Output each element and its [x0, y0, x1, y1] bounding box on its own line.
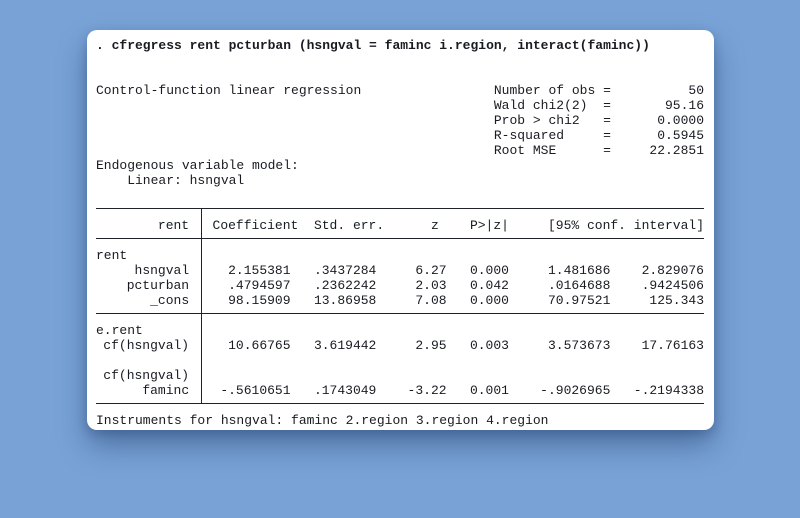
- cell-coefficient: .4794597: [228, 278, 291, 293]
- cell-ci-low: 1.481686: [547, 263, 611, 278]
- table-rule-header: [96, 233, 704, 248]
- stat-equals: =: [603, 83, 611, 98]
- cell-pvalue: 0.001: [469, 383, 509, 398]
- cell-z: 7.08: [415, 293, 447, 308]
- row-label: cf(hsngval): [103, 338, 190, 353]
- section-row-erent: e.rent: [96, 323, 704, 338]
- cell-z: -3.22: [407, 383, 447, 398]
- cell-coefficient: 10.66765: [228, 338, 291, 353]
- stat-equals: =: [603, 143, 611, 158]
- stat-value: 95.16: [664, 98, 704, 113]
- cell-ci-low: 3.573673: [547, 338, 611, 353]
- cell-ci-high: 2.829076: [641, 263, 704, 278]
- table-row-cons: _cons 98.15909 13.86958 7.08 0.000 70.97…: [96, 293, 704, 308]
- cell-ci-high: 17.76163: [641, 338, 704, 353]
- endogenous-detail: Linear: hsngval: [127, 173, 245, 188]
- table-header-row: rent Coefficient Std. err. z P>|z| [95% …: [96, 218, 704, 233]
- stat-label: Number of obs: [493, 83, 596, 98]
- stat-label: Root MSE: [493, 143, 557, 158]
- stat-equals: =: [603, 128, 611, 143]
- cell-stderr: .2362242: [313, 278, 377, 293]
- col-header-z: z: [430, 218, 439, 233]
- command-line: . cfregress rent pcturban (hsngval = fam…: [96, 38, 650, 53]
- blank-table-row: [96, 353, 704, 368]
- col-header-stderr: Std. err.: [313, 218, 385, 233]
- table-vertical-divider: [201, 208, 202, 404]
- table-rule-top: [96, 203, 704, 218]
- row-label: faminc: [142, 383, 190, 398]
- cell-coefficient: 2.155381: [228, 263, 291, 278]
- stat-row: R-squared = 0.5945: [96, 128, 704, 143]
- cell-z: 2.95: [415, 338, 447, 353]
- depvar-header: rent: [157, 218, 190, 233]
- stat-equals: =: [603, 113, 611, 128]
- cell-coefficient: -.5610651: [220, 383, 291, 398]
- stat-label: Wald chi2(2): [493, 98, 588, 113]
- cell-ci-low: -.9026965: [540, 383, 611, 398]
- cell-ci-high: -.2194338: [633, 383, 704, 398]
- cell-z: 6.27: [415, 263, 447, 278]
- row-label: hsngval: [134, 263, 190, 278]
- row-label: cf(hsngval): [103, 368, 190, 383]
- subheading-row-cf-hsngval: cf(hsngval): [96, 368, 704, 383]
- table-rule-bottom: [96, 398, 704, 413]
- stat-label: Prob > chi2: [493, 113, 580, 128]
- section-row-rent: rent: [96, 248, 704, 263]
- table-row-faminc: faminc -.5610651 .1743049 -3.22 0.001 -.…: [96, 383, 704, 398]
- stat-label: R-squared: [493, 128, 565, 143]
- cell-ci-high: .9424506: [641, 278, 704, 293]
- cell-coefficient: 98.15909: [228, 293, 291, 308]
- stat-value: 0.5945: [657, 128, 704, 143]
- table-rule-mid: [96, 308, 704, 323]
- summary-block: Control-function linear regression Numbe…: [96, 83, 714, 158]
- table-row-cf-hsngval: cf(hsngval) 10.66765 3.619442 2.95 0.003…: [96, 338, 704, 353]
- stat-row: Wald chi2(2) = 95.16: [96, 98, 704, 113]
- stat-value: 0.0000: [657, 113, 704, 128]
- equation-name: e.rent: [96, 323, 143, 338]
- row-label: pcturban: [126, 278, 190, 293]
- cell-ci-low: 70.97521: [547, 293, 611, 308]
- blank-line: [96, 53, 704, 68]
- cell-pvalue: 0.003: [469, 338, 509, 353]
- cell-z: 2.03: [415, 278, 447, 293]
- cell-pvalue: 0.042: [469, 278, 509, 293]
- col-header-confint: [95% conf. interval]: [547, 218, 704, 233]
- stata-results-window: . cfregress rent pcturban (hsngval = fam…: [87, 30, 714, 430]
- blank-line: [96, 188, 704, 203]
- stat-row: Prob > chi2 = 0.0000: [96, 113, 704, 128]
- table-row-hsngval: hsngval 2.155381 .3437284 6.27 0.000 1.4…: [96, 263, 704, 278]
- col-header-pvalue: P>|z|: [469, 218, 509, 233]
- stat-row: Control-function linear regression Numbe…: [96, 83, 704, 98]
- stat-equals: =: [603, 98, 611, 113]
- row-label: _cons: [150, 293, 190, 308]
- cell-ci-high: 125.343: [649, 293, 704, 308]
- cell-ci-low: .0164688: [547, 278, 611, 293]
- equation-name: rent: [96, 248, 128, 263]
- stat-value: 50: [688, 83, 704, 98]
- col-header-coefficient: Coefficient: [212, 218, 299, 233]
- cell-stderr: 3.619442: [313, 338, 377, 353]
- cell-stderr: .3437284: [313, 263, 377, 278]
- cell-pvalue: 0.000: [469, 293, 509, 308]
- regression-title: Control-function linear regression: [96, 83, 362, 98]
- stat-row: Root MSE = 22.2851: [96, 143, 704, 158]
- blank-line: [96, 68, 704, 83]
- stat-value: 22.2851: [649, 143, 704, 158]
- cell-pvalue: 0.000: [469, 263, 509, 278]
- table-row-pcturban: pcturban .4794597 .2362242 2.03 0.042 .0…: [96, 278, 704, 293]
- instruments-note: Instruments for hsngval: faminc 2.region…: [96, 413, 549, 428]
- endogenous-heading: Endogenous variable model:: [96, 158, 299, 173]
- cell-stderr: 13.86958: [313, 293, 377, 308]
- cell-stderr: .1743049: [313, 383, 377, 398]
- coefficient-table: rent Coefficient Std. err. z P>|z| [95% …: [96, 203, 704, 413]
